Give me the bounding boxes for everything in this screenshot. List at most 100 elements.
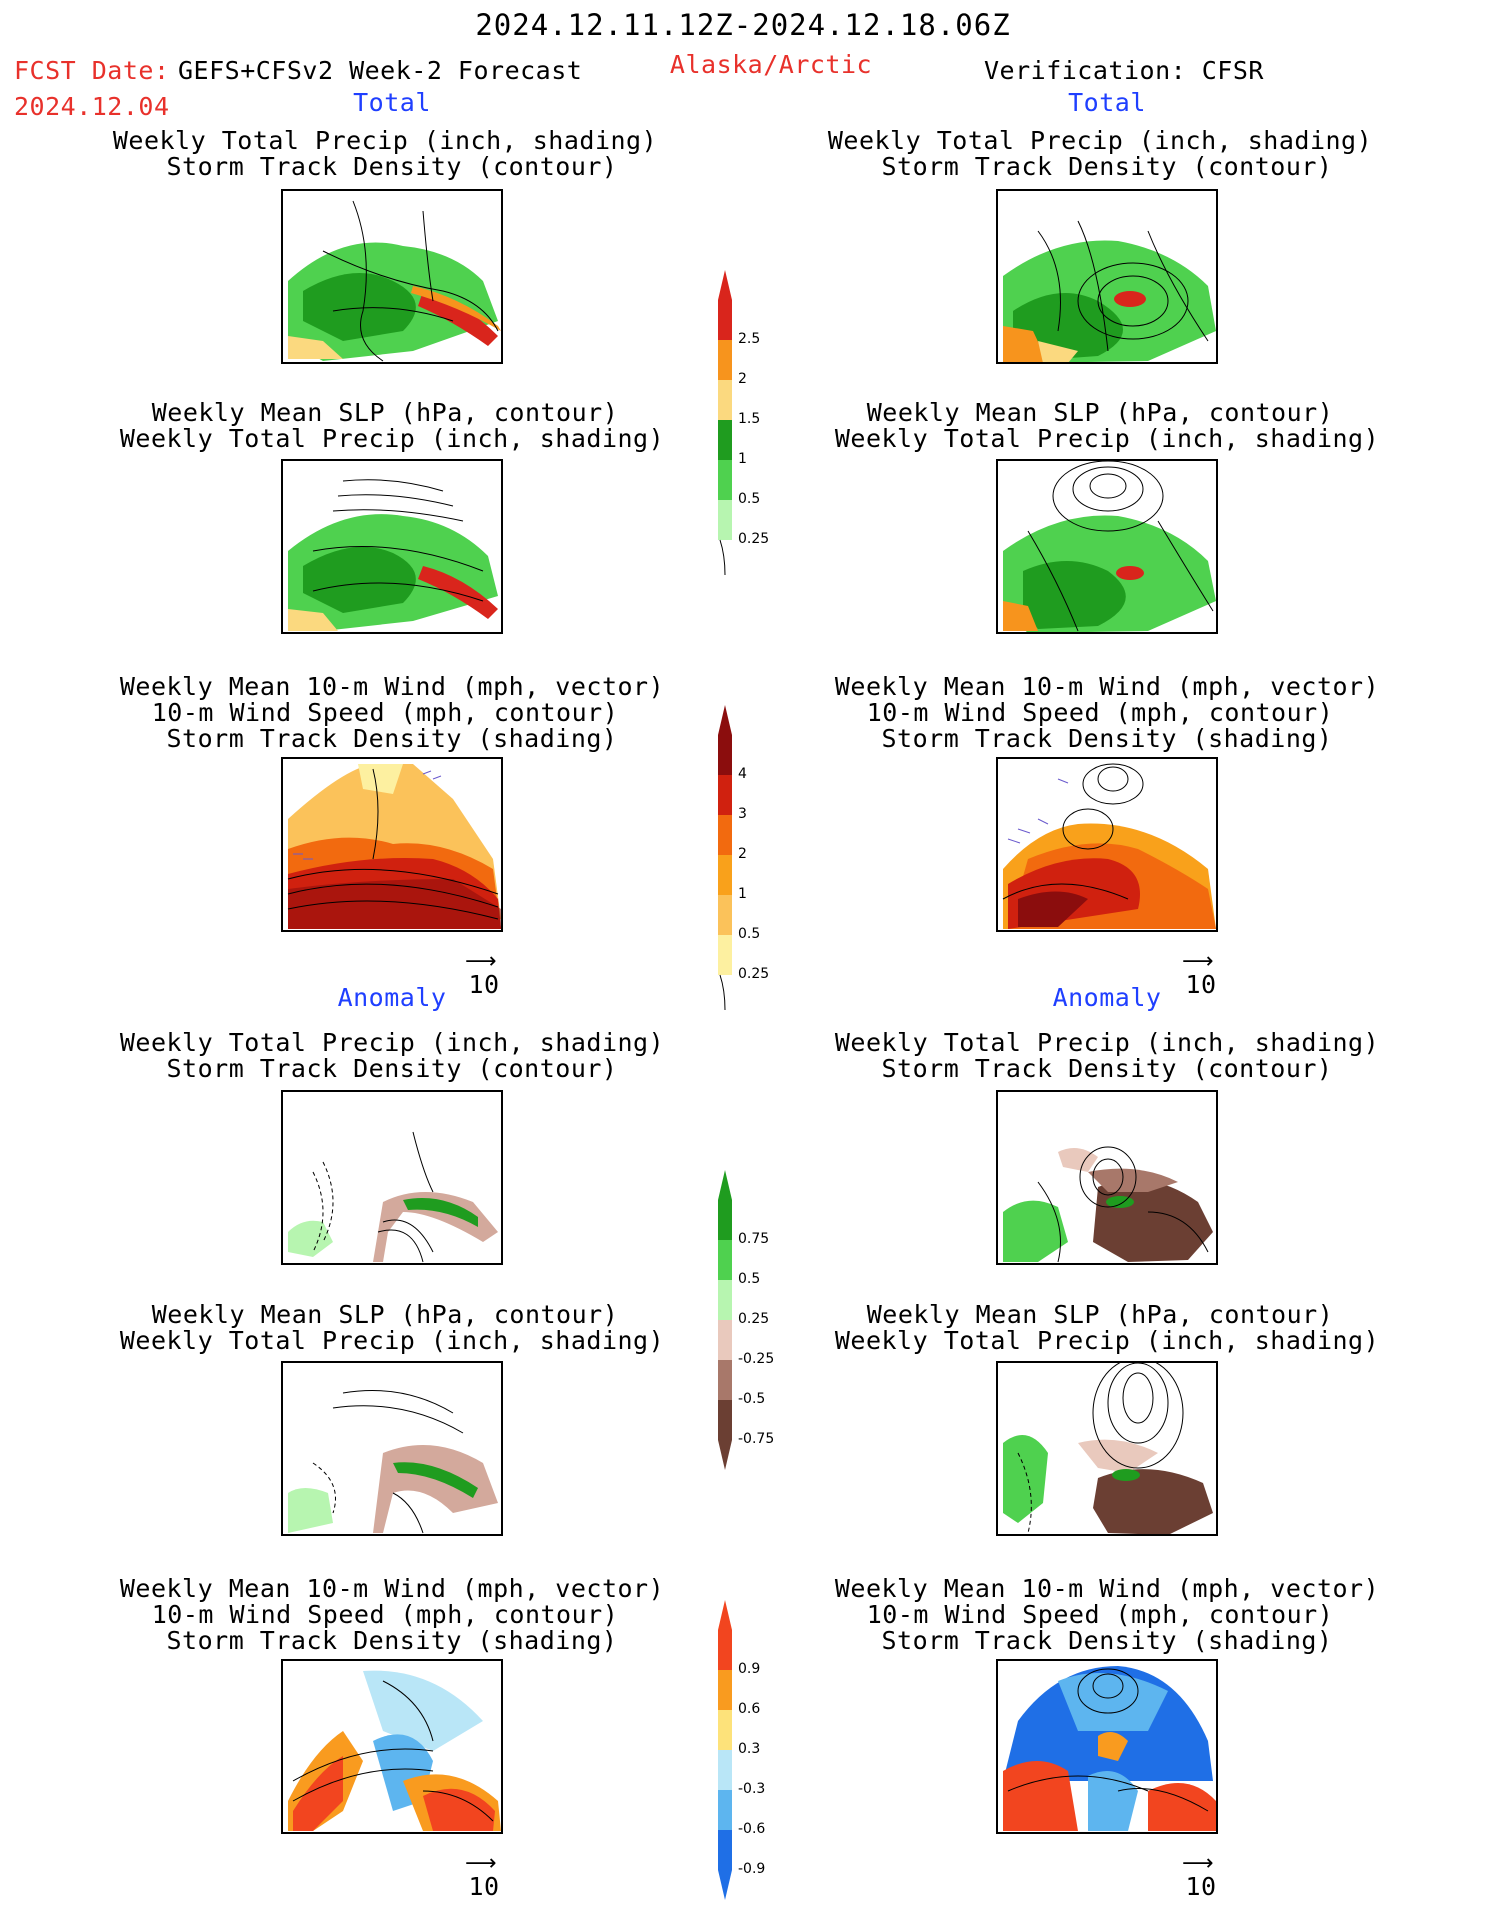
fcst-date-label: FCST Date: [14, 56, 170, 85]
panel-title-line2: 10-m Wind Speed (mph, contour) [866, 698, 1334, 727]
colorbar-cap [718, 1440, 732, 1470]
colorbar-swatch [718, 1670, 732, 1710]
colorbar-swatch [718, 1630, 732, 1670]
map-wind-track-total-forecast [281, 757, 503, 932]
colorbar-tick-label: 3 [738, 806, 747, 822]
colorbar-tick-label: 0.25 [738, 966, 770, 982]
colorbar-swatch [718, 460, 732, 500]
model-name: GEFS+CFSv2 Week-2 Forecast [178, 56, 583, 85]
colorbar-tick-label: 0.5 [738, 926, 761, 942]
colorbar-swatch [718, 1400, 732, 1440]
colorbar-swatch [718, 420, 732, 460]
colorbar-swatch [718, 1710, 732, 1750]
colorbar-tick-label: -0.25 [738, 1351, 775, 1367]
vector-reference-arrow-icon: ⟶ [1182, 1851, 1214, 1876]
colorbar-tick-label: 2.5 [738, 331, 761, 347]
map-precip-track-total-forecast [281, 189, 503, 364]
vector-reference-arrow-icon: ⟶ [465, 1851, 497, 1876]
colorbar-tick-label: 0.5 [738, 491, 761, 507]
colorbar-tick-label: -0.3 [738, 1781, 766, 1797]
panel-title-line2: Storm Track Density (contour) [881, 1054, 1333, 1083]
vector-reference-value: 10 [1185, 1872, 1217, 1901]
panel-title-line1: Weekly Total Precip (inch, shading) [112, 126, 658, 155]
section-label-total-right: Total [1068, 88, 1146, 117]
map-slp-precip-total-forecast [281, 459, 503, 634]
colorbar-swatch [718, 300, 732, 340]
panel-title-line2: Weekly Total Precip (inch, shading) [119, 424, 665, 453]
map-graphic [1002, 763, 1216, 929]
vector-reference-arrow-icon: ⟶ [465, 949, 497, 974]
map-slp-precip-total-verification [996, 459, 1218, 634]
panel-title-line2: 10-m Wind Speed (mph, contour) [151, 698, 619, 727]
colorbar-cap [718, 1870, 732, 1900]
map-graphic [288, 1131, 498, 1263]
map-slp-precip-anomaly-verification [996, 1361, 1218, 1536]
colorbar-graphic [718, 1170, 732, 1470]
colorbar-swatch [718, 1790, 732, 1830]
colorbar-tick-label: 2 [738, 846, 747, 862]
colorbar-swatch [718, 1320, 732, 1360]
colorbar-tick-label: 0.25 [738, 531, 770, 547]
colorbar-swatch [718, 500, 732, 540]
panel-title-line2: Storm Track Density (contour) [166, 1054, 618, 1083]
colorbar-tick-label: 1 [738, 451, 747, 467]
colorbar-graphic [718, 705, 732, 1011]
vector-reference-arrow-icon: ⟶ [1182, 949, 1214, 974]
map-precip-track-anomaly-forecast [281, 1090, 503, 1265]
panel-title-line1: Weekly Mean SLP (hPa, contour) [866, 398, 1334, 427]
map-graphic [288, 1670, 501, 1831]
colorbar-swatch [718, 1280, 732, 1320]
colorbar-graphic [718, 1600, 732, 1900]
colorbar-tick-label: 0.6 [738, 1701, 761, 1717]
panel-title-line1: Weekly Mean SLP (hPa, contour) [866, 1300, 1334, 1329]
colorbar-tick-label: -0.9 [738, 1861, 766, 1877]
colorbar-swatch [718, 935, 732, 975]
panel-title-line1: Weekly Mean 10-m Wind (mph, vector) [119, 1574, 665, 1603]
colorbar-tick-label: 1 [738, 886, 747, 902]
panel-title-line2: Weekly Total Precip (inch, shading) [834, 424, 1380, 453]
panel-title-line2: Weekly Total Precip (inch, shading) [834, 1326, 1380, 1355]
colorbar-tick-label: -0.75 [738, 1431, 775, 1447]
colorbar-tick-label: 1.5 [738, 411, 761, 427]
map-graphic [1003, 461, 1216, 632]
colorbar-tick-label: 0.75 [738, 1231, 770, 1247]
colorbar-tick-label: 0.9 [738, 1661, 761, 1677]
colorbar-swatch [718, 815, 732, 855]
map-wind-track-total-verification [996, 757, 1218, 932]
verification-label: Verification: CFSR [984, 56, 1264, 85]
panel-title-line1: Weekly Mean SLP (hPa, contour) [151, 398, 619, 427]
panel-title-line1: Weekly Total Precip (inch, shading) [119, 1028, 665, 1057]
panel-title-line3: Storm Track Density (shading) [881, 1626, 1333, 1655]
colorbar-tick-label: 0.25 [738, 1311, 770, 1327]
panel-title-line1: Weekly Total Precip (inch, shading) [834, 1028, 1380, 1057]
map-slp-precip-anomaly-forecast [281, 1361, 503, 1536]
colorbar-swatch [718, 1240, 732, 1280]
colorbar-swatch [718, 1200, 732, 1240]
panel-title-line2: 10-m Wind Speed (mph, contour) [151, 1600, 619, 1629]
section-label-total-left: Total [353, 88, 431, 117]
map-graphic [283, 196, 501, 362]
colorbar-swatch [718, 1750, 732, 1790]
vector-reference-value: 10 [468, 1872, 500, 1901]
map-precip-track-anomaly-verification [996, 1090, 1218, 1265]
panel-title-line1: Weekly Total Precip (inch, shading) [827, 126, 1373, 155]
colorbar-swatch [718, 735, 732, 775]
colorbar-tick-label: -0.5 [738, 1391, 766, 1407]
colorbar-tick-label: 0.5 [738, 1271, 761, 1287]
map-wind-track-anomaly-verification [996, 1659, 1218, 1834]
fcst-date-value: 2024.12.04 [14, 92, 170, 121]
panel-title-line1: Weekly Mean SLP (hPa, contour) [151, 1300, 619, 1329]
map-wind-track-anomaly-forecast [281, 1659, 503, 1834]
panel-title-line2: Storm Track Density (contour) [166, 152, 618, 181]
panel-title-line2: Storm Track Density (contour) [881, 152, 1333, 181]
region-name: Alaska/Arctic [669, 50, 873, 79]
period-title: 2024.12.11.12Z-2024.12.18.06Z [475, 8, 1011, 42]
colorbar-cap [719, 974, 726, 1011]
panel-title-line2: 10-m Wind Speed (mph, contour) [866, 1600, 1334, 1629]
colorbar-cap [718, 1600, 732, 1630]
colorbar-tick-label: -0.6 [738, 1821, 766, 1837]
map-graphic [1003, 220, 1216, 362]
colorbar-swatch [718, 1360, 732, 1400]
colorbar-cap [718, 270, 732, 300]
panel-title-line1: Weekly Mean 10-m Wind (mph, vector) [119, 672, 665, 701]
